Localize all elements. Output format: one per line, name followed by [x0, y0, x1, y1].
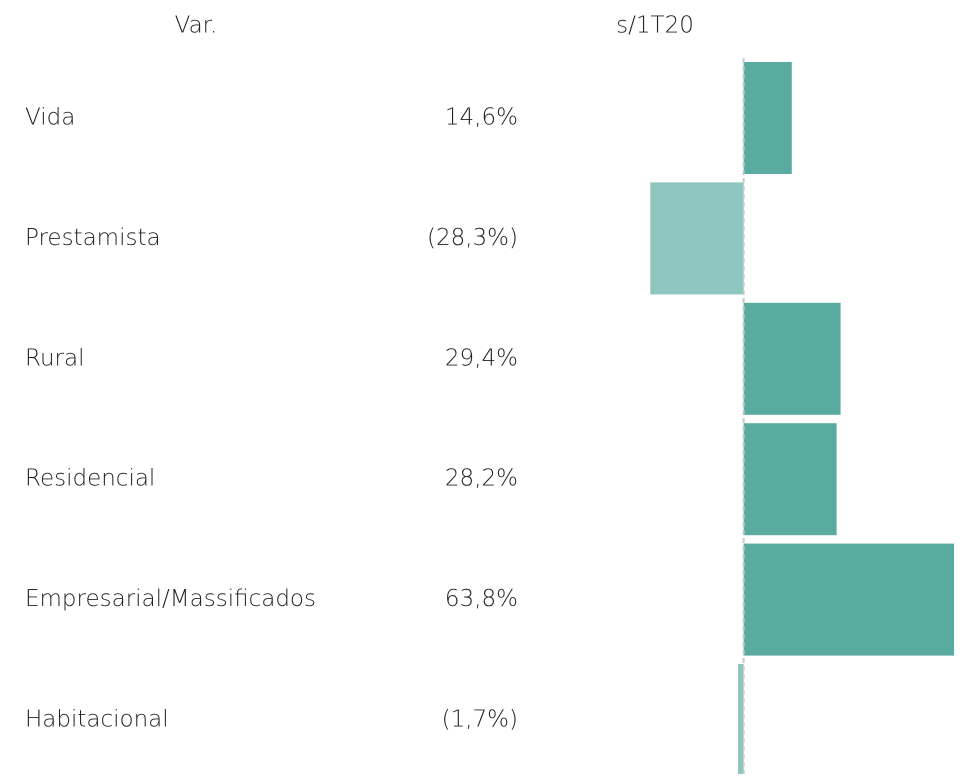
category-label: Rural: [25, 345, 84, 371]
header: s/1T20: [616, 13, 694, 39]
value-label: 63,8%: [445, 586, 518, 612]
value-label: (28,3%): [427, 225, 518, 251]
bar: [743, 62, 792, 174]
value-label: (1,7%): [442, 707, 518, 733]
category-label: Residencial: [25, 466, 155, 492]
value-label: 28,2%: [445, 466, 518, 492]
bar: [650, 182, 744, 295]
bars: [650, 62, 955, 776]
header: Var.: [175, 13, 218, 39]
category-label: Vida: [25, 105, 75, 131]
bar: [738, 664, 744, 776]
rows: Vida 14,6% Prestamista (28,3%) Rural 29,4% Res…: [25, 105, 518, 733]
category-label: Empresarial/Massificados: [25, 586, 316, 612]
bar: [743, 302, 841, 415]
bar: [743, 543, 955, 656]
value-label: 29,4%: [445, 345, 518, 371]
category-label: Habitacional: [25, 707, 169, 733]
value-label: 14,6%: [445, 105, 518, 131]
bar: [743, 423, 837, 536]
category-label: Prestamista: [25, 225, 161, 251]
